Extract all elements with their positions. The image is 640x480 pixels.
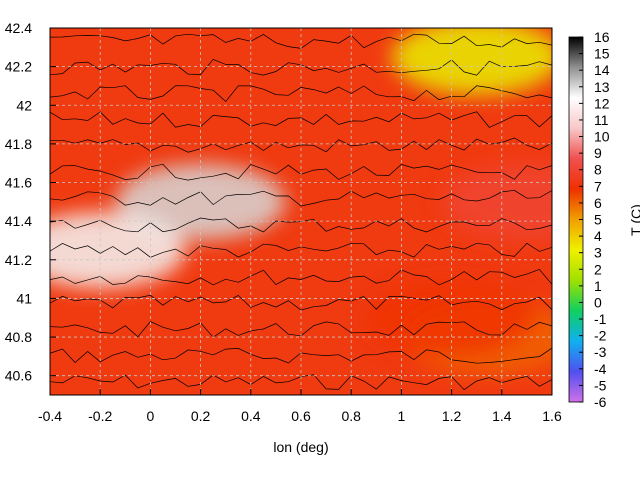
- x-tick-label: 1: [398, 408, 406, 424]
- colorbar-tick-label: 16: [594, 29, 610, 45]
- colorbar-tick-label: 6: [594, 195, 602, 211]
- x-tick-label: 1.4: [492, 408, 512, 424]
- colorbar-tick-label: -1: [594, 311, 607, 327]
- heatmap-cell: [391, 28, 552, 95]
- y-tick-label: 41.6: [5, 175, 32, 191]
- y-tick-label: 41.4: [5, 213, 32, 229]
- colorbar-label: T (C): [628, 204, 640, 236]
- colorbar-tick-label: 4: [594, 228, 602, 244]
- colorbar-tick-label: 7: [594, 178, 602, 194]
- colorbar-tick-label: -3: [594, 344, 607, 360]
- x-tick-label: 0.4: [241, 408, 261, 424]
- x-tick-label: -0.2: [88, 408, 112, 424]
- contour-line: [50, 190, 552, 207]
- x-tick-label: 0.6: [291, 408, 311, 424]
- colorbar-tick-label: -6: [594, 394, 607, 410]
- x-tick-label: -0.4: [38, 408, 62, 424]
- heatmap-cell: [50, 212, 186, 289]
- plot-area: -0.4 -0.2 0 0.2 0.4 0.6 0.8 1 1.2 1.4 1.6 40.6 40.8…: [5, 20, 562, 424]
- colorbar-tick-label: -5: [594, 377, 607, 393]
- colorbar-tick-label: 1: [594, 278, 602, 294]
- colorbar-tick-label: 10: [594, 129, 610, 145]
- x-axis: -0.4 -0.2 0 0.2 0.4 0.6 0.8 1 1.2 1.4 1.6: [38, 389, 562, 424]
- y-tick-label: 41.8: [5, 136, 32, 152]
- colorbar-tick-label: 8: [594, 162, 602, 178]
- colorbar-tick-label: 12: [594, 95, 610, 111]
- x-tick-label: 0.2: [191, 408, 211, 424]
- y-tick-label: 41: [16, 290, 32, 306]
- colorbar-tick-label: 5: [594, 212, 602, 228]
- y-tick-label: 42.2: [5, 59, 32, 75]
- colorbar-tick-label: 13: [594, 79, 610, 95]
- x-tick-label: 1.2: [442, 408, 462, 424]
- colorbar-tick-label: 15: [594, 46, 610, 62]
- x-tick-label: 0.8: [341, 408, 361, 424]
- colorbar-tick-label: 11: [594, 112, 609, 128]
- y-axis: 40.6 40.8 41 41.2 41.4 41.6 41.8 42 42.2 42.4: [5, 20, 56, 384]
- colorbar-tick-label: -4: [594, 361, 607, 377]
- contour-line: [50, 268, 552, 286]
- contour-line: [50, 85, 552, 103]
- colorbar-tick-label: -2: [594, 328, 607, 344]
- colorbar-tick-label: 0: [594, 294, 602, 310]
- colorbar-tick-label: 14: [594, 62, 610, 78]
- colorbar-tick-label: 2: [594, 261, 602, 277]
- colorbar-tick-label: 9: [594, 145, 602, 161]
- y-tick-label: 42: [16, 97, 32, 113]
- contour-line: [50, 111, 552, 128]
- y-tick-label: 42.4: [5, 20, 32, 36]
- y-tick-label: 40.8: [5, 329, 32, 345]
- x-tick-label: 0: [147, 408, 155, 424]
- colorbar-tick-label: 3: [594, 245, 602, 261]
- y-tick-label: 40.6: [5, 368, 32, 384]
- heatmap-cell: [441, 163, 552, 240]
- x-tick-label: 1.6: [542, 408, 562, 424]
- x-axis-label: lon (deg): [273, 439, 328, 455]
- y-tick-label: 41.2: [5, 252, 32, 268]
